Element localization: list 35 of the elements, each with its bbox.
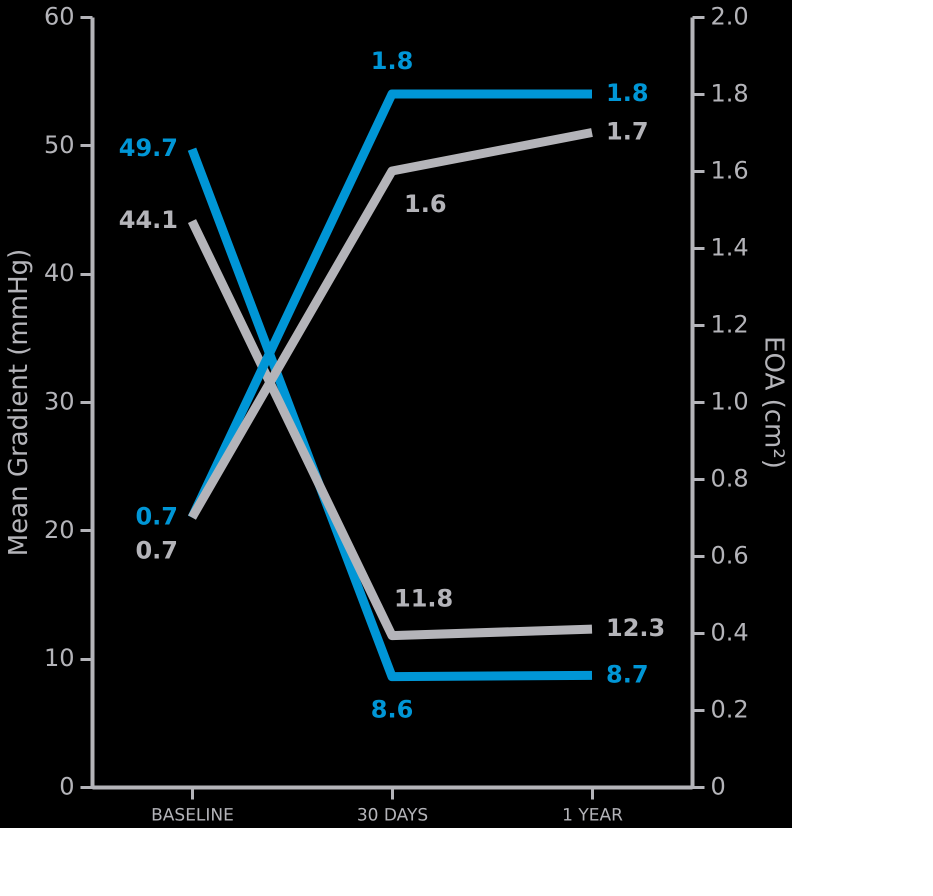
- y2-tick-label: 2.0: [710, 2, 749, 30]
- y-tick-label: 50: [44, 130, 74, 159]
- x-tick-label: 30 DAYS: [356, 806, 428, 826]
- y2-tick-label: 1.2: [710, 310, 749, 338]
- y2-tick-label: 0: [710, 772, 726, 800]
- y2-tick-label: 0.2: [710, 696, 749, 724]
- data-label: 1.8: [606, 79, 649, 107]
- data-label: 49.7: [118, 134, 178, 162]
- data-label: 0.7: [135, 502, 178, 530]
- data-label: 1.7: [606, 118, 649, 146]
- x-tick-label: 1 YEAR: [562, 806, 624, 826]
- y-axis-title: Mean Gradient (mmHg): [4, 248, 34, 556]
- y2-tick-label: 1.4: [710, 234, 749, 262]
- y-tick-label: 30: [44, 388, 74, 416]
- y2-tick-label: 0.6: [710, 542, 749, 570]
- x-tick-label: BASELINE: [151, 806, 234, 826]
- data-label: 8.7: [606, 660, 649, 688]
- y-tick-label: 60: [44, 2, 74, 30]
- y2-axis-title: EOA (cm²): [758, 336, 789, 469]
- y2-tick-label: 0.4: [710, 618, 749, 646]
- y2-tick-label: 1.0: [710, 388, 749, 416]
- data-label: 1.6: [404, 190, 447, 218]
- y-tick-label: 0: [59, 772, 74, 800]
- data-label: 11.8: [394, 584, 454, 613]
- data-label: 44.1: [118, 206, 178, 234]
- y-tick-label: 20: [44, 516, 74, 544]
- y-tick-label: 10: [44, 644, 74, 672]
- data-label: 8.6: [370, 696, 414, 724]
- data-label: 1.8: [370, 47, 414, 75]
- y2-tick-label: 1.8: [710, 80, 749, 108]
- data-label: 12.3: [606, 614, 666, 642]
- y-tick-label: 40: [44, 259, 74, 288]
- y2-tick-label: 0.8: [710, 464, 749, 492]
- data-label: 0.7: [135, 536, 178, 564]
- y2-tick-label: 1.6: [710, 156, 749, 184]
